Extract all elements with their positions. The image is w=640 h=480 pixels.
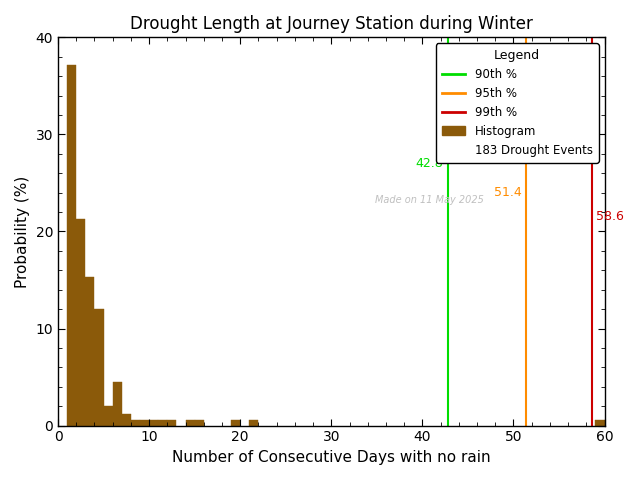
Bar [195,420,204,426]
Bar [167,420,177,426]
Text: Made on 11 May 2025: Made on 11 May 2025 [375,195,484,205]
Y-axis label: Probability (%): Probability (%) [15,175,30,288]
Bar [104,406,113,426]
Bar [85,277,95,426]
Text: 42.8: 42.8 [415,157,444,170]
Bar [149,420,158,426]
Bar [231,420,240,426]
Bar [67,64,76,426]
Bar [113,382,122,426]
Bar [140,420,149,426]
Bar [131,420,140,426]
Bar [76,219,85,426]
Legend: 90th %, 95th %, 99th %, Histogram, 183 Drought Events: 90th %, 95th %, 99th %, Histogram, 183 D… [436,43,598,163]
Text: 51.4: 51.4 [494,186,522,199]
Bar [158,420,167,426]
Bar [595,420,605,426]
Bar [95,309,104,426]
Bar [186,420,195,426]
Title: Drought Length at Journey Station during Winter: Drought Length at Journey Station during… [130,15,532,33]
X-axis label: Number of Consecutive Days with no rain: Number of Consecutive Days with no rain [172,450,491,465]
Bar [250,420,259,426]
Bar [122,414,131,426]
Text: 58.6: 58.6 [596,210,624,223]
